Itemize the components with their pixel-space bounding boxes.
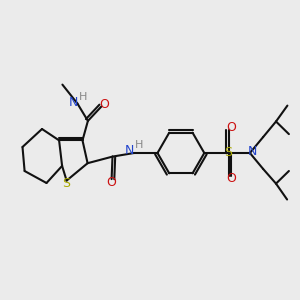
Text: H: H bbox=[135, 140, 143, 151]
Text: S: S bbox=[225, 146, 232, 160]
Text: O: O bbox=[227, 172, 236, 185]
Text: O: O bbox=[227, 121, 236, 134]
Text: O: O bbox=[99, 98, 109, 112]
Text: N: N bbox=[69, 96, 78, 110]
Text: H: H bbox=[79, 92, 87, 103]
Text: N: N bbox=[125, 143, 135, 157]
Text: O: O bbox=[106, 176, 116, 189]
Text: S: S bbox=[63, 177, 70, 190]
Text: N: N bbox=[248, 145, 257, 158]
